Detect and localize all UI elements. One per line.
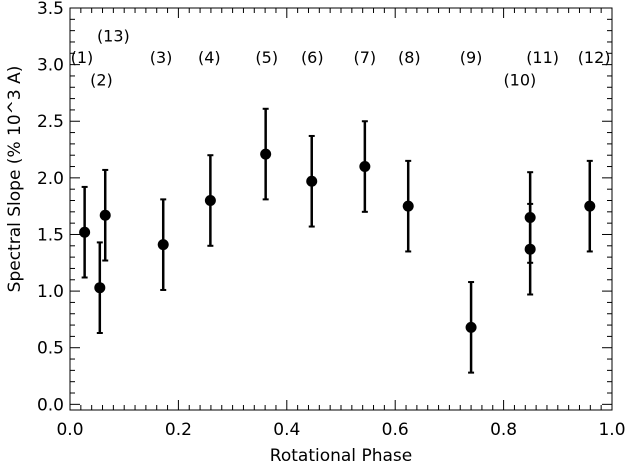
y-tick-label: 0.5 [37, 339, 64, 359]
x-tick-label: 1.0 [598, 420, 625, 440]
y-axis-label: Spectral Slope (% 10^3 A) [5, 66, 25, 293]
annotation-label: (1) [71, 48, 94, 67]
x-tick-label: 0.6 [382, 420, 409, 440]
annotation-label: (5) [255, 48, 278, 67]
tick-labels: 0.0 0.2 0.4 0.6 0.8 1.0 0.0 0.5 1.0 1.5 2.0 2.5 3.0 3… [37, 0, 626, 440]
y-tick-label: 2.0 [37, 169, 64, 189]
y-tick-label: 1.0 [37, 282, 64, 302]
x-tick-label: 0.2 [165, 420, 192, 440]
y-tick-label: 1.5 [37, 225, 64, 245]
annotation-label: (7) [354, 48, 377, 67]
annotation-label: (3) [150, 48, 173, 67]
data-point [465, 321, 477, 333]
data-point [524, 211, 536, 223]
annotation-label: (10) [503, 70, 536, 89]
x-tick-label: 0.4 [273, 420, 300, 440]
y-tick-label: 3.0 [37, 56, 64, 76]
data-point [79, 226, 91, 238]
annotation-label: (6) [301, 48, 324, 67]
data-points [79, 107, 596, 374]
annotation-label: (2) [90, 70, 113, 89]
x-tick-label: 0.0 [56, 420, 83, 440]
annotation-label: (13) [97, 26, 130, 45]
data-point [260, 148, 272, 160]
x-axis-label: Rotational Phase [270, 446, 412, 466]
annotation-label: (11) [526, 48, 559, 67]
data-point [306, 175, 318, 187]
data-point [157, 239, 169, 251]
data-point [204, 195, 216, 207]
axis-ticks [69, 7, 613, 410]
data-point [99, 209, 111, 221]
data-point [94, 282, 106, 294]
data-point [359, 161, 371, 173]
y-tick-label: 3.5 [37, 0, 64, 19]
y-tick-label: 0.0 [37, 395, 64, 415]
annotation-label: (12) [578, 48, 611, 67]
x-tick-label: 0.8 [490, 420, 517, 440]
annotation-label: (4) [198, 48, 221, 67]
data-point [584, 200, 596, 212]
annotation-label: (9) [460, 48, 483, 67]
y-tick-label: 2.5 [37, 112, 64, 132]
annotations: (1)(13) (2) (3) (4) (5) (6) (7) (8) (9) (11) (10) (… [71, 26, 611, 89]
data-point [402, 200, 414, 212]
annotation-label: (8) [398, 48, 421, 67]
